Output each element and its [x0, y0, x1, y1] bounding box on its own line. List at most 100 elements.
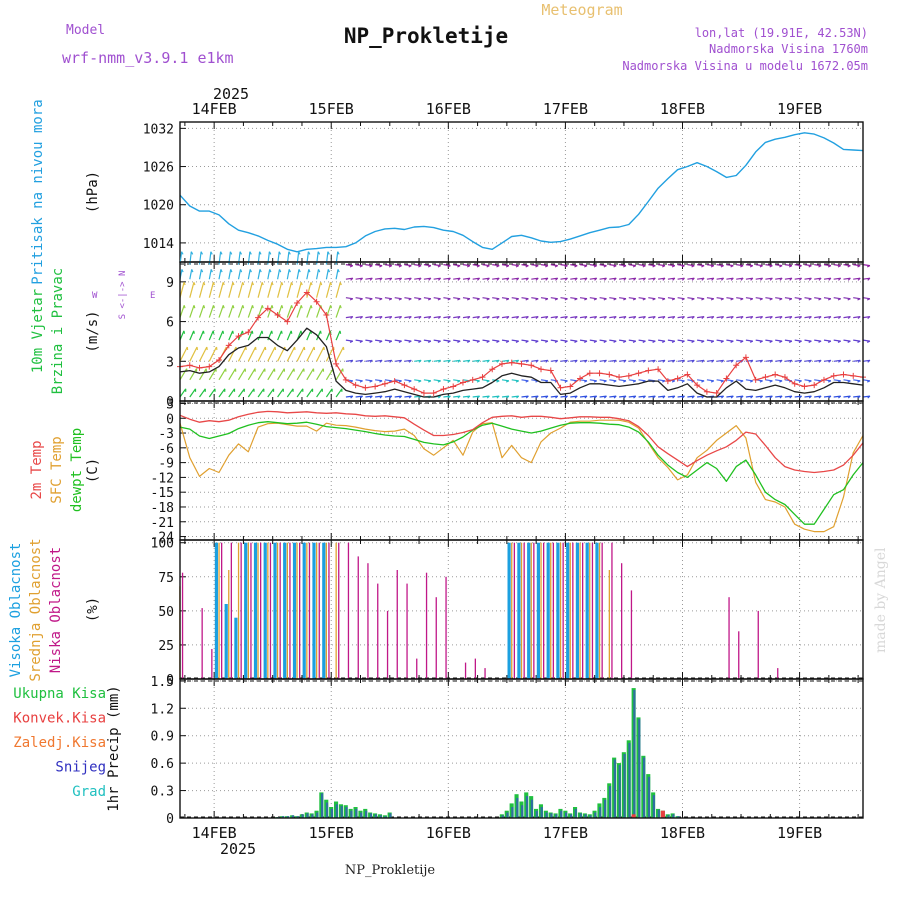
unit-label: (m/s) [85, 310, 101, 352]
cloud-bar [260, 543, 261, 679]
cloud-bar [287, 543, 288, 679]
wind-arrow-head [340, 331, 341, 334]
precip-bar-snow [350, 811, 352, 818]
unit-label: (%) [85, 597, 101, 622]
cloud-bar [589, 543, 590, 679]
cloud-bar [211, 649, 212, 679]
wind-side-label: 10m Vjetar [30, 289, 46, 373]
precip-bar-snow [326, 803, 328, 819]
wind-arrow-head [223, 331, 224, 334]
wind-arrow-head [340, 305, 341, 308]
precip-bar-snow [619, 765, 621, 818]
precip-bar-snow [575, 809, 577, 818]
cloud-bar [319, 543, 320, 679]
model-elevation: Nadmorska Visina u modelu 1672.05m [622, 59, 868, 73]
wind-arrow-head [194, 305, 195, 308]
wind-arrow-head [282, 305, 283, 308]
cloud-bar [517, 543, 520, 679]
cloud-bar [566, 543, 569, 679]
cloud-bar [280, 543, 281, 679]
cloud-bar [225, 604, 228, 679]
y-tick-label: -6 [158, 442, 174, 457]
precip-bar-snow [541, 807, 543, 818]
cloud-bar [306, 543, 307, 679]
footer-station: NP_Prokletije [345, 863, 436, 878]
temp-side-label-dew: dewpt Temp [69, 428, 85, 512]
cloud-bar [221, 543, 222, 679]
precip-bar-snow [560, 811, 562, 818]
location-lonlat: lon,lat (19.91E, 42.53N) [695, 26, 868, 40]
precip-bar-convective [661, 811, 665, 818]
y-tick-label: 1020 [143, 199, 174, 214]
cloud-bar [436, 597, 437, 679]
day-label: 17FEB [543, 100, 588, 118]
cloud-bar [465, 663, 466, 679]
cloud-bar [326, 543, 327, 679]
precip-bar-snow [628, 743, 630, 818]
y-tick-label: -3 [158, 427, 174, 442]
cloud-bar [576, 543, 579, 679]
cloud-bar [296, 543, 297, 679]
precip-legend-item: Grad [72, 784, 106, 800]
y-tick-label: 100 [151, 537, 174, 552]
precip-bar-snow [604, 800, 606, 818]
temp-side-label-sfc: SFC Temp [49, 436, 65, 503]
y-tick-label: 0.6 [151, 757, 174, 772]
cloud-bar [533, 543, 534, 679]
cloud-bar [283, 543, 286, 679]
cloud-bar [348, 543, 349, 679]
cloud-bar [631, 590, 632, 679]
day-label: 18FEB [660, 100, 705, 118]
y-tick-label: 1026 [143, 161, 174, 176]
wind-arrow-head [291, 331, 292, 334]
cloud-bar [556, 543, 559, 679]
precip-bar-snow [360, 813, 362, 819]
cloud-bar [484, 668, 485, 679]
cloud-bar [241, 543, 242, 679]
cloud-side-label-low: Niska Oblacnost [48, 547, 64, 673]
unit-label: 1hr Precip (mm) [106, 685, 122, 811]
y-tick-label: 3 [166, 355, 174, 370]
wind-arrow-head [243, 305, 244, 308]
cloud-bar [540, 543, 541, 679]
day-label: 16FEB [426, 824, 471, 842]
cloud-bar [611, 543, 612, 679]
precip-bar-snow [546, 813, 548, 819]
precip-legend-item: Zaledj.Kisa [13, 735, 106, 751]
wind-arrow-head [253, 305, 254, 308]
compass-rose: S <-|-> N [118, 271, 128, 320]
precip-bar-snow [594, 813, 596, 819]
cloud-bar [244, 543, 247, 679]
cloud-bar [595, 543, 598, 679]
precip-bar-snow [633, 690, 635, 818]
compass-east: E [150, 291, 155, 301]
day-label: 15FEB [309, 100, 354, 118]
wind-arrow-head [262, 305, 263, 308]
cloud-bar [508, 543, 511, 679]
day-label: 17FEB [543, 824, 588, 842]
precip-legend-item: Ukupna Kisa [13, 686, 106, 702]
wind-arrow-head [262, 331, 263, 334]
wind-arrow-head [292, 305, 293, 308]
cloud-bar [524, 543, 525, 679]
chart-title: NP_Prokletije [344, 24, 508, 48]
precip-bar-snow [331, 809, 333, 818]
y-tick-label: 6 [166, 316, 174, 331]
cloud-bar [728, 597, 729, 679]
cloud-bar [586, 543, 589, 679]
day-label: 15FEB [309, 824, 354, 842]
wind-arrow-head [301, 331, 302, 334]
cloud-bar [218, 543, 219, 679]
cloud-bar [475, 659, 476, 679]
cloud-bar [521, 543, 522, 679]
cloud-bar [426, 573, 427, 679]
y-tick-label: 1.5 [151, 675, 174, 690]
wind-arrow-head [311, 305, 312, 308]
precip-bar-snow [516, 798, 518, 818]
y-tick-label: 1014 [143, 237, 174, 252]
precip-legend-item: Snijeg [55, 760, 106, 776]
cloud-bar [550, 543, 551, 679]
cloud-bar [338, 543, 339, 679]
cloud-bar [547, 543, 550, 679]
